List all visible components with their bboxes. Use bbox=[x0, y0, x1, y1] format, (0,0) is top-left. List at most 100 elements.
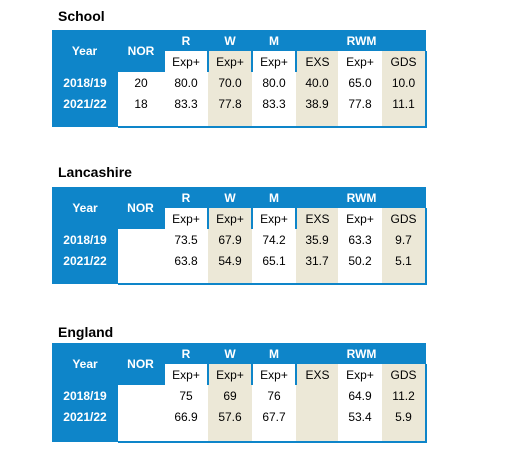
subheader: EXS bbox=[296, 208, 338, 229]
year-header: Year bbox=[52, 343, 118, 385]
value-cell: 76 bbox=[252, 385, 296, 406]
year-cell: 2021/22 bbox=[52, 93, 118, 114]
table-bottom-border bbox=[296, 271, 338, 285]
subheader: Exp+ bbox=[164, 51, 209, 72]
results-table-lancashire: Year NOR R W M RWM Exp+ Exp+ Exp+ EXS Ex… bbox=[52, 187, 428, 285]
subheader: Exp+ bbox=[208, 364, 253, 385]
subheader: Exp+ bbox=[252, 208, 297, 229]
value-cell: 80.0 bbox=[164, 72, 208, 93]
year-column-footer bbox=[52, 427, 118, 442]
subheader: GDS bbox=[382, 364, 428, 385]
value-cell: 73.5 bbox=[164, 229, 208, 250]
subheader: Exp+ bbox=[164, 364, 209, 385]
year-column-footer bbox=[52, 271, 118, 284]
table-bottom-border bbox=[382, 271, 428, 285]
year-column-footer bbox=[52, 114, 118, 127]
table-bottom-border bbox=[338, 427, 382, 443]
table-row: 2018/19 75 69 76 64.9 11.2 bbox=[52, 385, 428, 406]
rwm-header: RWM bbox=[346, 190, 377, 205]
value-cell: 40.0 bbox=[296, 72, 338, 93]
rwm-header: RWM bbox=[346, 346, 377, 361]
value-cell: 66.9 bbox=[164, 406, 208, 427]
table-bottom-border bbox=[208, 114, 252, 128]
value-cell: 9.7 bbox=[382, 229, 428, 250]
nor-cell bbox=[118, 406, 164, 427]
table-row: 2018/19 20 80.0 70.0 80.0 40.0 65.0 10.0 bbox=[52, 72, 428, 93]
value-cell: 65.0 bbox=[338, 72, 382, 93]
w-header: W bbox=[208, 30, 253, 51]
value-cell bbox=[296, 406, 338, 427]
w-header: W bbox=[208, 343, 253, 364]
value-cell: 53.4 bbox=[338, 406, 382, 427]
value-cell: 11.2 bbox=[382, 385, 428, 406]
table-bottom-border bbox=[118, 427, 164, 443]
value-cell: 77.8 bbox=[338, 93, 382, 114]
value-cell: 10.0 bbox=[382, 72, 428, 93]
value-cell: 75 bbox=[164, 385, 208, 406]
table-bottom-border bbox=[252, 271, 296, 285]
section-title-england: England bbox=[58, 324, 114, 340]
year-cell: 2018/19 bbox=[52, 385, 118, 406]
table-bottom-border bbox=[208, 271, 252, 285]
year-cell: 2021/22 bbox=[52, 250, 118, 271]
table-row: 2021/22 18 83.3 77.8 83.3 38.9 77.8 11.1 bbox=[52, 93, 428, 114]
subheader: Exp+ bbox=[252, 51, 297, 72]
table-row: 2021/22 63.8 54.9 65.1 31.7 50.2 5.1 bbox=[52, 250, 428, 271]
m-header: M bbox=[252, 30, 297, 51]
value-cell: 11.1 bbox=[382, 93, 428, 114]
table-bottom-border bbox=[296, 114, 338, 128]
results-table-england: Year NOR R W M RWM Exp+ Exp+ Exp+ EXS Ex… bbox=[52, 343, 428, 443]
r-header: R bbox=[164, 30, 209, 51]
section-title-lancashire: Lancashire bbox=[58, 164, 132, 180]
subheader: Exp+ bbox=[208, 208, 253, 229]
subheader: Exp+ bbox=[208, 51, 253, 72]
nor-cell bbox=[118, 250, 164, 271]
rwm-header: RWM bbox=[346, 33, 377, 48]
value-cell: 5.1 bbox=[382, 250, 428, 271]
results-table-school: Year NOR R W M RWM Exp+ Exp+ Exp+ EXS Ex… bbox=[52, 30, 428, 128]
value-cell: 67.7 bbox=[252, 406, 296, 427]
subheader: EXS bbox=[296, 364, 338, 385]
section-title-school: School bbox=[58, 8, 105, 24]
value-cell: 83.3 bbox=[164, 93, 208, 114]
value-cell: 54.9 bbox=[208, 250, 252, 271]
table-bottom-border bbox=[252, 427, 296, 443]
nor-cell: 20 bbox=[118, 72, 164, 93]
nor-cell: 18 bbox=[118, 93, 164, 114]
value-cell: 64.9 bbox=[338, 385, 382, 406]
year-cell: 2021/22 bbox=[52, 406, 118, 427]
value-cell: 50.2 bbox=[338, 250, 382, 271]
subheader: Exp+ bbox=[338, 51, 382, 72]
year-header: Year bbox=[52, 187, 118, 229]
value-cell bbox=[296, 385, 338, 406]
table-bottom-border bbox=[118, 271, 164, 285]
subheader: Exp+ bbox=[164, 208, 209, 229]
subheader: GDS bbox=[382, 51, 428, 72]
table-bottom-border bbox=[296, 427, 338, 443]
value-cell: 65.1 bbox=[252, 250, 296, 271]
value-cell: 67.9 bbox=[208, 229, 252, 250]
table-bottom-border bbox=[338, 271, 382, 285]
r-header: R bbox=[164, 187, 209, 208]
value-cell: 35.9 bbox=[296, 229, 338, 250]
table-bottom-border bbox=[208, 427, 252, 443]
value-cell: 63.3 bbox=[338, 229, 382, 250]
w-header: W bbox=[208, 187, 253, 208]
table-bottom-border bbox=[382, 114, 428, 128]
value-cell: 83.3 bbox=[252, 93, 296, 114]
value-cell: 63.8 bbox=[164, 250, 208, 271]
m-header: M bbox=[252, 343, 297, 364]
subheader: Exp+ bbox=[338, 364, 382, 385]
nor-header: NOR bbox=[118, 30, 165, 72]
year-cell: 2018/19 bbox=[52, 229, 118, 250]
value-cell: 77.8 bbox=[208, 93, 252, 114]
value-cell: 31.7 bbox=[296, 250, 338, 271]
nor-cell bbox=[118, 229, 164, 250]
nor-cell bbox=[118, 385, 164, 406]
value-cell: 57.6 bbox=[208, 406, 252, 427]
year-header: Year bbox=[52, 30, 119, 72]
table-row: 2021/22 66.9 57.6 67.7 53.4 5.9 bbox=[52, 406, 428, 427]
table-bottom-border bbox=[118, 114, 164, 128]
table-bottom-border bbox=[164, 427, 208, 443]
value-cell: 69 bbox=[208, 385, 252, 406]
